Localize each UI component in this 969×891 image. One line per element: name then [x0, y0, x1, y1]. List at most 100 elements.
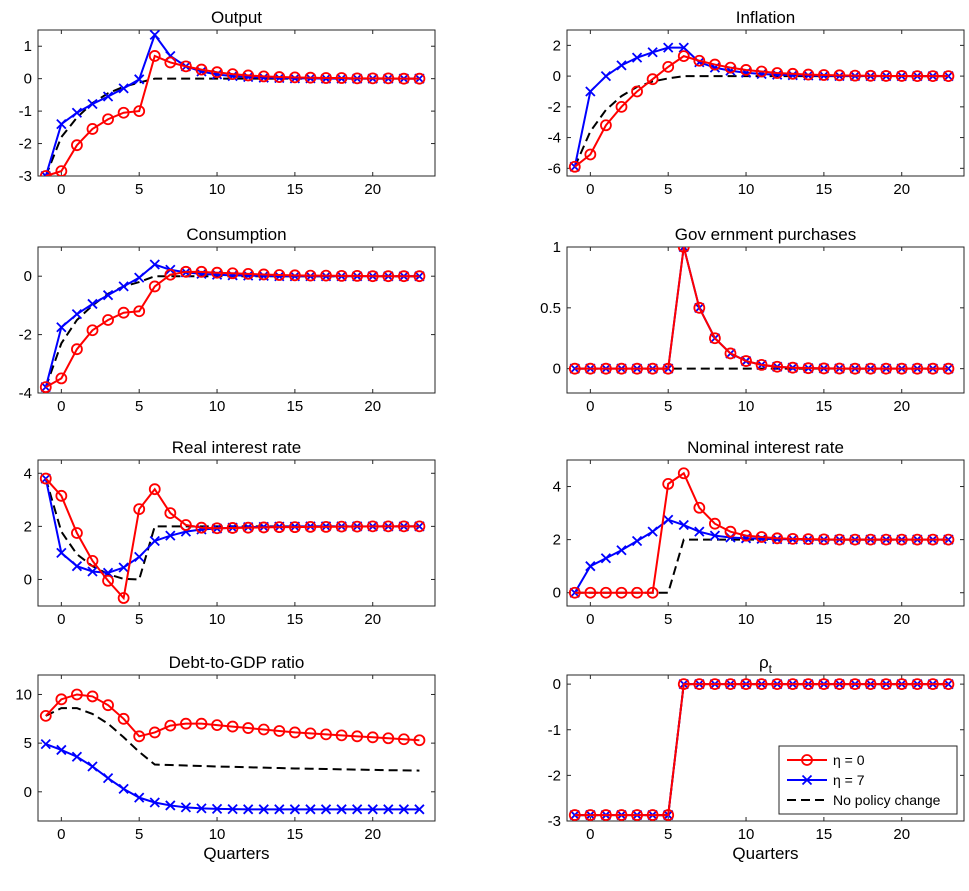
data-point: [273, 269, 286, 281]
axes-box: [37, 29, 436, 177]
data-point: [382, 270, 395, 283]
data-point: [226, 68, 239, 81]
data-point: [258, 804, 269, 815]
data-point: [397, 270, 410, 283]
subplot-title: Real interest rate: [172, 438, 301, 457]
legend-entry-nopolicy: No policy change: [787, 792, 941, 808]
data-point: [693, 301, 706, 314]
data-point: [755, 358, 768, 371]
data-point: [118, 783, 129, 795]
data-point: [833, 362, 846, 375]
data-point: [87, 98, 98, 110]
data-point: [39, 381, 52, 393]
subplot-title: Debt-to-GDP ratio: [169, 653, 305, 672]
data-point: [802, 533, 815, 546]
data-point: [740, 355, 752, 367]
data-point: [195, 265, 208, 278]
data-point: [134, 792, 145, 803]
series-line-eta0: [45, 693, 420, 742]
data-point: [165, 530, 176, 541]
data-point: [134, 74, 145, 85]
data-point: [87, 566, 98, 577]
data-point: [211, 522, 223, 535]
y-tick-label: -3: [19, 168, 32, 185]
data-point: [709, 332, 721, 345]
y-tick-label: 5: [24, 735, 32, 752]
data-point: [926, 533, 939, 546]
data-point: [646, 586, 659, 599]
y-tick-label: 1: [553, 239, 561, 256]
data-point: [615, 100, 628, 113]
x-tick-label: 15: [816, 611, 833, 628]
x-tick-label: 20: [893, 398, 910, 415]
data-point: [133, 105, 146, 118]
data-point: [180, 717, 192, 730]
data-point: [600, 586, 612, 599]
data-point: [71, 751, 83, 762]
data-point: [662, 60, 675, 73]
legend-label-eta7: η = 7: [833, 772, 865, 788]
data-point: [335, 72, 348, 84]
data-point: [942, 70, 955, 83]
data-point: [164, 719, 177, 732]
data-point: [631, 535, 643, 547]
subplot-title: ρt: [759, 653, 773, 676]
data-point: [943, 70, 954, 82]
data-point: [71, 688, 83, 701]
legend-marker-circle: [801, 754, 813, 766]
data-point: [662, 477, 675, 490]
data-point: [926, 362, 939, 375]
x-tick-label: 15: [287, 181, 304, 198]
data-point: [694, 526, 705, 537]
legend-entry-eta0: η = 0: [787, 752, 865, 768]
data-point: [383, 804, 394, 815]
x-tick-label: 15: [816, 398, 833, 415]
data-point: [71, 139, 83, 152]
data-point: [662, 362, 675, 375]
x-tick-label: 15: [816, 181, 833, 198]
data-point: [942, 362, 955, 375]
data-point: [39, 472, 52, 485]
y-tick-label: 2: [24, 518, 32, 535]
series-eta0: [568, 467, 955, 599]
data-point: [568, 362, 581, 375]
data-point: [134, 272, 145, 283]
data-point: [102, 574, 114, 587]
data-point: [817, 69, 830, 81]
x-tick-label: 0: [586, 398, 594, 415]
data-point: [164, 268, 177, 281]
x-tick-label: 20: [364, 611, 381, 628]
x-tick-label: 0: [57, 181, 65, 198]
data-point: [86, 554, 99, 567]
y-tick-label: 0: [24, 784, 32, 801]
subplot-title: Output: [211, 8, 262, 27]
data-point: [397, 520, 410, 533]
data-point: [585, 86, 596, 97]
series-line-eta0: [45, 477, 420, 601]
data-point: [895, 362, 908, 375]
data-point: [86, 690, 99, 703]
data-point: [693, 678, 706, 691]
data-point: [413, 270, 426, 283]
data-point: [320, 72, 332, 84]
data-point: [273, 725, 286, 737]
data-point: [288, 521, 301, 534]
subplot-5: 0 5 10 15 20 0 2 4 Real interest rate: [24, 438, 436, 628]
data-point: [117, 592, 130, 604]
data-point: [274, 804, 285, 815]
data-point: [118, 562, 129, 573]
data-point: [771, 360, 784, 373]
subplot-title-main: Nominal interest rate: [687, 438, 844, 457]
x-tick-label: 15: [287, 826, 304, 843]
x-tick-label: 5: [135, 181, 143, 198]
data-point: [631, 85, 643, 98]
data-point: [133, 503, 146, 516]
data-point: [616, 60, 627, 71]
data-point: [616, 545, 627, 556]
data-point: [786, 361, 799, 374]
x-tick-label: 0: [586, 611, 594, 628]
data-point: [196, 803, 207, 814]
data-point: [211, 803, 223, 814]
data-point: [352, 804, 363, 815]
data-point: [242, 69, 255, 82]
